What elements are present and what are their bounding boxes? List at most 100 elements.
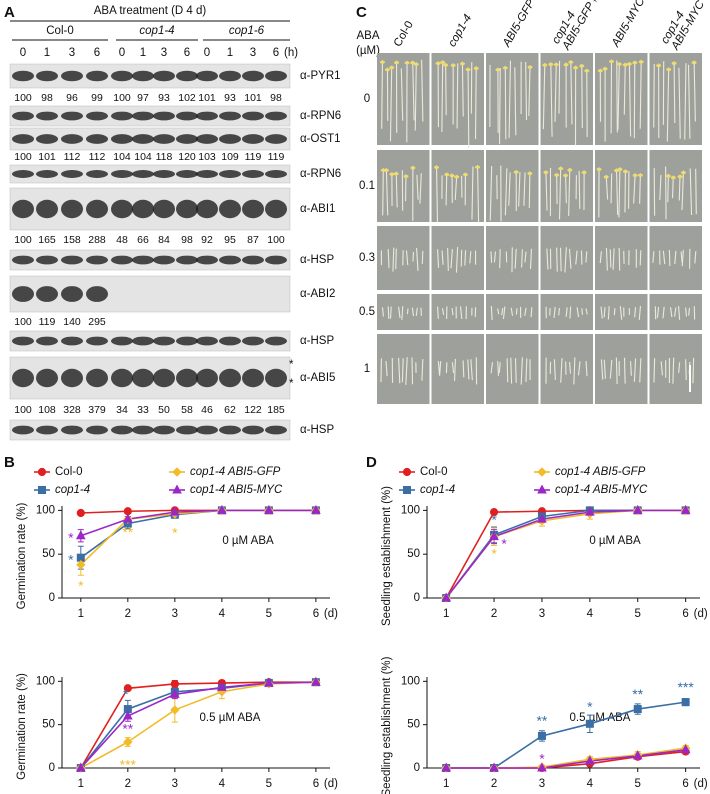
seedling [695, 168, 697, 215]
photo-cell [540, 53, 593, 146]
photo [595, 150, 648, 222]
seedling [565, 307, 568, 317]
seedling [530, 307, 533, 318]
band [12, 286, 34, 302]
cotyledon [440, 60, 446, 64]
legend-label: cop1-4 ABI5-GFP [555, 466, 646, 478]
band [219, 336, 241, 346]
photo [486, 150, 539, 222]
cotyledon [656, 63, 662, 68]
quant-value: 100 [113, 92, 131, 104]
marker [217, 504, 227, 514]
y-tick-label: 100 [401, 675, 420, 687]
genotype-label: cop1-4 [446, 13, 474, 49]
marker [122, 710, 133, 720]
band [196, 70, 218, 82]
band [265, 111, 287, 121]
cotyledon [638, 60, 644, 64]
band [61, 425, 83, 435]
cotyledon [389, 65, 395, 70]
cotyledon [670, 176, 676, 180]
seedling [653, 358, 656, 383]
marker [633, 705, 642, 714]
x-tick-label: 2 [491, 778, 497, 790]
photo-cell [377, 226, 430, 290]
x-tick-label: 1 [78, 778, 84, 790]
seedling [639, 358, 642, 383]
photo-cell [431, 294, 484, 330]
seedling [385, 168, 389, 216]
cotyledon [554, 173, 560, 177]
condition-label: 0.5 µM ABA [200, 712, 261, 724]
cotyledon [403, 174, 409, 178]
marker [585, 719, 594, 728]
band [111, 425, 133, 435]
seedling [603, 307, 606, 318]
band [196, 111, 218, 121]
x-tick-label: 4 [587, 608, 594, 620]
photo [540, 226, 593, 290]
seedling [674, 250, 677, 264]
seedling [568, 248, 572, 269]
x-tick-label: 4 [219, 608, 226, 620]
seedling [680, 251, 683, 263]
x-axis-label: (d) [324, 778, 338, 790]
marker [170, 679, 179, 689]
cotyledon [465, 68, 471, 72]
seedling [569, 306, 572, 319]
photo-cell [649, 294, 702, 330]
band [176, 255, 198, 265]
seedling [490, 362, 494, 374]
photo-cell [595, 53, 648, 145]
seedling [499, 249, 501, 269]
seedling [508, 60, 512, 139]
band [153, 425, 175, 435]
significance: * [78, 577, 84, 593]
quant-value: 95 [224, 234, 236, 246]
photo-cell [486, 294, 539, 330]
cotyledon [563, 173, 569, 178]
marker [172, 467, 182, 477]
cotyledon [450, 63, 456, 67]
photo [431, 226, 484, 290]
seedling [677, 306, 681, 320]
y-tick-label: 50 [42, 719, 55, 731]
band [12, 425, 34, 435]
photo [377, 150, 430, 222]
photo [540, 150, 593, 222]
seedling [441, 60, 444, 132]
seedling [385, 360, 388, 377]
cotyledon [626, 62, 632, 66]
band [176, 368, 198, 388]
x-tick-label: 2 [125, 778, 131, 790]
band [242, 368, 264, 388]
cotyledon [462, 173, 468, 177]
band [176, 170, 198, 178]
marker [402, 467, 412, 477]
seedling [514, 248, 517, 269]
band [132, 368, 154, 388]
antibody-label: α-HSP [300, 335, 334, 347]
quant-value: 101 [244, 92, 262, 104]
y-tick-label: 100 [36, 675, 55, 687]
legend-label: cop1-4 ABI5-MYC [190, 484, 283, 496]
band [86, 336, 108, 346]
cotyledon [602, 67, 608, 71]
cotyledon [568, 60, 574, 64]
quant-value: 109 [221, 151, 239, 163]
quant-value: 140 [63, 316, 81, 328]
seedling [542, 63, 546, 130]
band [61, 134, 83, 144]
band [219, 255, 241, 265]
seedling [639, 59, 642, 129]
cotyledon [383, 168, 389, 172]
x-tick-label: 5 [266, 608, 272, 620]
marker [585, 506, 595, 516]
cotyledon [413, 62, 419, 66]
quant-value: 98 [270, 92, 282, 104]
band [61, 336, 83, 346]
cotyledon [548, 62, 554, 66]
quant-value: 101 [38, 151, 56, 163]
cotyledon [573, 66, 579, 70]
time-unit: (h) [284, 47, 298, 59]
